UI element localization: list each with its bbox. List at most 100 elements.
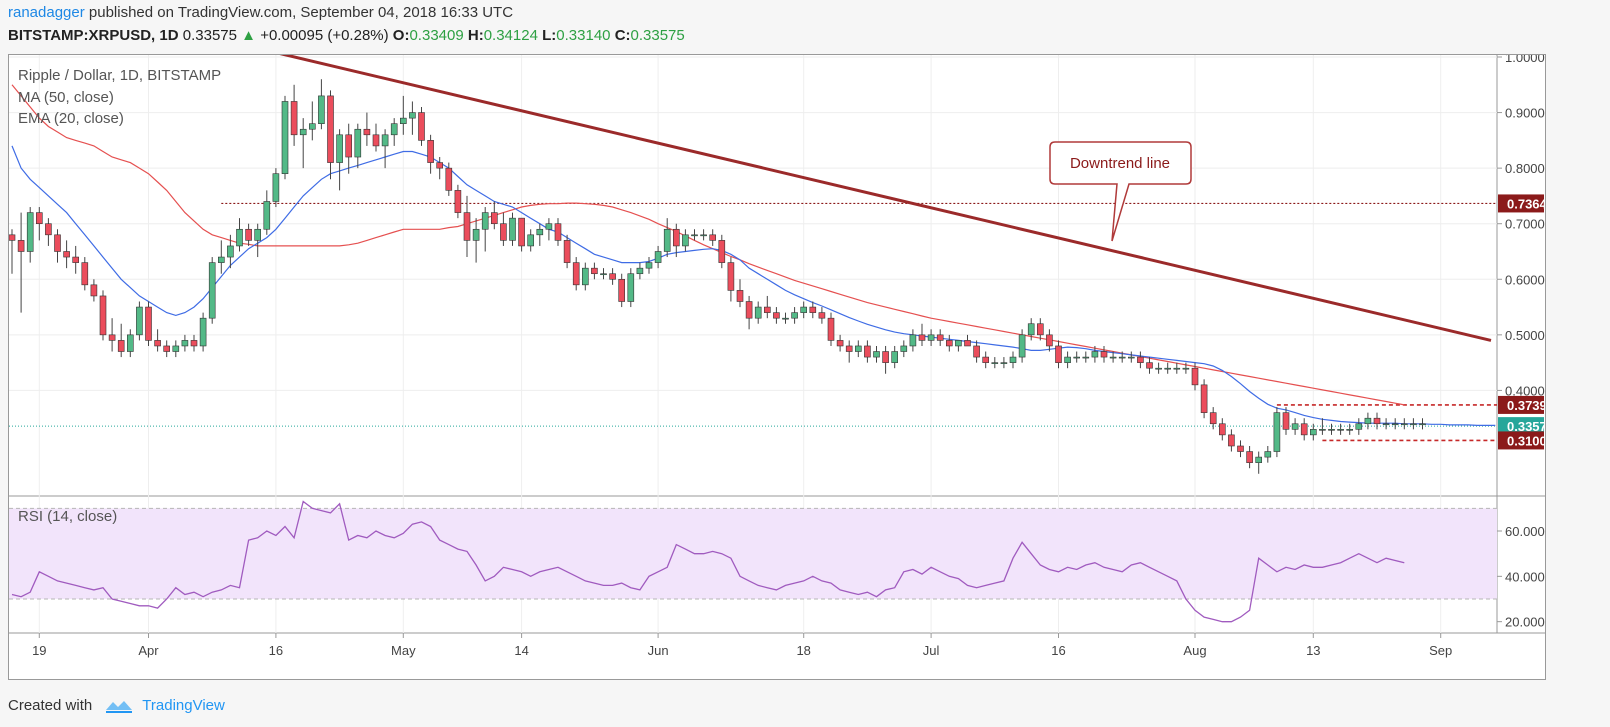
candle-body-down [1055,345,1062,363]
candle-body-up [1109,356,1117,359]
ema20-series-line [11,145,1496,426]
candle [1164,362,1171,374]
candle [864,340,871,363]
footer: Created with TradingView [8,697,225,714]
candle-body-up [700,234,707,237]
candle-body-down [982,356,990,363]
candle-body-down [500,223,507,241]
candle [1255,451,1262,474]
candle-body-down [1100,351,1108,358]
x-tick-label: Jun [648,643,669,658]
candle [436,157,444,180]
candle-body-up [1391,423,1399,426]
candle-body-up [1273,412,1281,452]
candle-body-up [1382,423,1390,426]
candle [208,257,216,324]
candle-body-up [900,345,908,352]
x-tick-label: 18 [796,643,810,658]
candle [154,329,161,352]
candle [945,334,953,352]
candle [26,207,34,263]
candle [727,257,735,302]
candle [1082,351,1090,363]
candle [527,229,535,252]
candle-body-down [327,95,334,163]
candle [35,207,43,241]
candle-body-up [800,306,808,313]
candle [90,279,98,302]
candle [1146,357,1153,374]
candle-body-down [1246,451,1253,463]
candle-body-up [1000,362,1008,364]
candle [827,312,835,346]
candle [390,118,398,146]
candle [1401,418,1408,430]
candle [9,229,16,274]
candle-body-down [1200,384,1208,413]
candle [1182,362,1190,374]
candle-body-up [199,317,207,347]
chart-title: Ripple / Dollar, 1D, BITSTAMP [18,67,221,84]
range-low-price-label-bg [1498,431,1544,450]
candle [600,268,607,280]
candle-body-up [1018,334,1026,358]
candle [581,262,589,291]
candle [1355,418,1363,435]
candle [736,279,744,308]
y-tick-label: 0.40000 [1505,383,1545,398]
candle [308,101,316,141]
candle-body-up [854,345,862,352]
candle [481,207,489,252]
candle-body-down [1219,423,1226,436]
candle-body-down [163,345,170,352]
candle [1419,418,1426,430]
candle [72,245,80,274]
candle [108,318,116,352]
close-label: C: [614,27,631,44]
candle-body-down [1191,367,1199,386]
candle-body-up [409,112,416,119]
candle-body-down [17,240,25,252]
author-link[interactable]: ranadagger [8,4,85,21]
candle-body-up [891,351,899,363]
candle-body-down [1137,356,1144,363]
candle-body-down [445,167,453,191]
candle-body-down [345,134,353,158]
candle [1328,423,1335,435]
candle [372,123,380,152]
candle [1246,445,1253,469]
candle-body-up [399,117,407,124]
candle-body-down [1282,412,1290,430]
candle-body-up [509,217,516,241]
candle-body-down [454,190,462,213]
candle-body-up [581,267,589,286]
x-tick-label: Aug [1183,643,1206,658]
candle-body-up [1319,429,1326,431]
candle [964,334,971,347]
tradingview-link[interactable]: TradingView [142,697,225,714]
candle-body-up [636,267,644,275]
last-price: 0.33575 [182,27,237,44]
candle-body-down [672,228,680,247]
candle-body-up [1346,429,1353,431]
candle [245,223,252,246]
ma50-legend: MA (50, close) [18,89,114,106]
candle-body-up [1328,429,1335,431]
candle [718,234,726,269]
candle [399,95,407,135]
candle [472,218,480,263]
candle-body-down [154,340,161,347]
candle-body-down [736,290,744,302]
candle-body-up [691,234,698,237]
candle [536,223,544,246]
low-label: L: [542,27,557,44]
candle-body-up [1291,423,1299,430]
main-legend: Ripple / Dollar, 1D, BITSTAMP MA (50, clo… [18,67,221,127]
candle-body-down [72,256,80,263]
candle-body-up [1173,367,1181,370]
